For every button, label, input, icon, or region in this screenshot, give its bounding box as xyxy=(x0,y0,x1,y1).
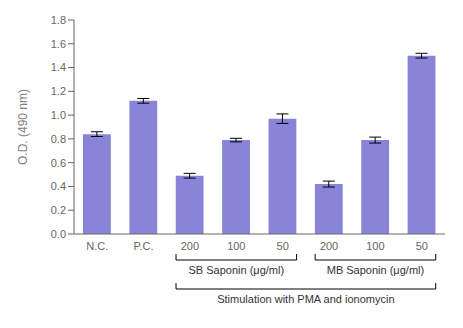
svg-text:50: 50 xyxy=(277,240,289,252)
svg-text:1.6: 1.6 xyxy=(51,38,66,50)
svg-text:50: 50 xyxy=(416,240,428,252)
svg-text:SB Saponin (μg/ml): SB Saponin (μg/ml) xyxy=(189,264,285,276)
svg-text:1.0: 1.0 xyxy=(51,109,66,121)
svg-text:0.2: 0.2 xyxy=(51,204,66,216)
svg-text:100: 100 xyxy=(227,240,245,252)
svg-text:Stimulation with PMA and ionom: Stimulation with PMA and ionomycin xyxy=(217,293,394,305)
svg-text:200: 200 xyxy=(320,240,338,252)
svg-text:0.6: 0.6 xyxy=(51,157,66,169)
svg-text:200: 200 xyxy=(181,240,199,252)
svg-text:100: 100 xyxy=(366,240,384,252)
svg-text:P.C.: P.C. xyxy=(134,240,154,252)
svg-text:MB Saponin (μg/ml): MB Saponin (μg/ml) xyxy=(327,264,424,276)
svg-text:1.2: 1.2 xyxy=(51,85,66,97)
svg-text:1.8: 1.8 xyxy=(51,14,66,26)
svg-text:0.8: 0.8 xyxy=(51,133,66,145)
svg-text:O.D. (490 nm): O.D. (490 nm) xyxy=(16,89,30,165)
svg-text:0.0: 0.0 xyxy=(51,228,66,240)
svg-text:N.C.: N.C. xyxy=(86,240,108,252)
svg-text:1.4: 1.4 xyxy=(51,61,66,73)
svg-text:0.4: 0.4 xyxy=(51,180,66,192)
